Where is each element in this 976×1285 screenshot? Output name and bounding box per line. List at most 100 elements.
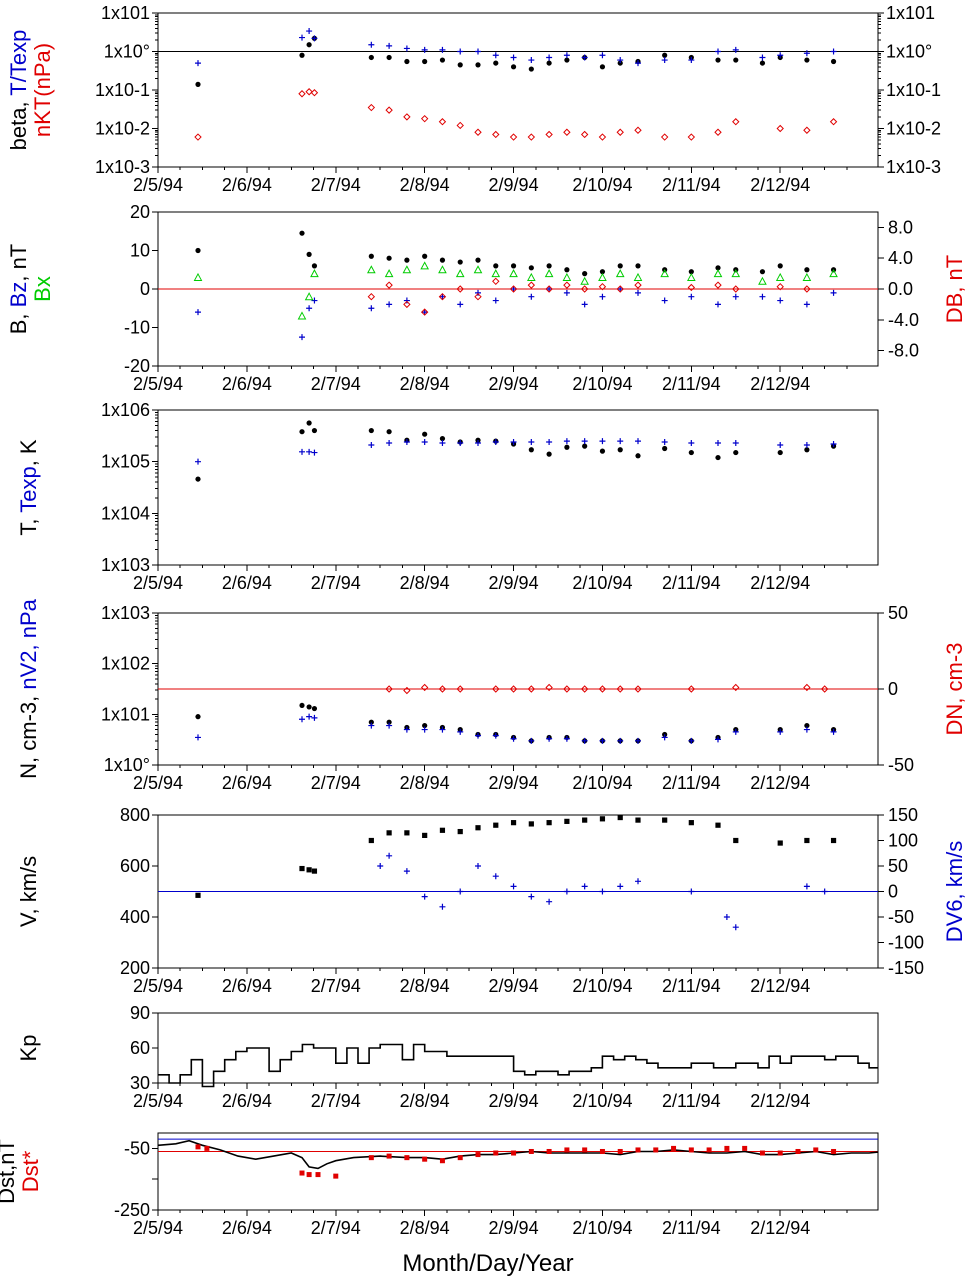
data-point-Dst* bbox=[475, 1152, 481, 1158]
data-point-B bbox=[475, 257, 481, 263]
data-point-T/Texp bbox=[803, 50, 810, 57]
data-point-nKT bbox=[385, 106, 393, 114]
x-tick-label: 2/10/94 bbox=[572, 374, 632, 394]
y-axis-label2-Dst: Dst* bbox=[18, 1150, 43, 1192]
data-point-Bx bbox=[598, 272, 607, 281]
data-point-Bx bbox=[580, 276, 590, 285]
data-point-Bz bbox=[528, 293, 535, 300]
data-point-Bx bbox=[509, 269, 518, 278]
data-point-nKT bbox=[580, 130, 589, 139]
data-point-nV2 bbox=[475, 732, 481, 739]
data-point-beta bbox=[493, 60, 499, 66]
y-tick-label: 30 bbox=[130, 1073, 150, 1093]
data-point-V bbox=[311, 868, 318, 874]
data-point-N bbox=[311, 705, 318, 712]
x-tick-label: 2/12/94 bbox=[750, 573, 810, 593]
data-point-Texp bbox=[661, 439, 668, 446]
data-point-beta bbox=[617, 60, 623, 66]
data-point-V bbox=[457, 828, 463, 835]
data-point-Bz bbox=[195, 309, 201, 316]
data-point-DB bbox=[367, 292, 376, 301]
y-axis-label-right-B: DB, nT bbox=[942, 255, 967, 323]
data-point-Texp bbox=[510, 439, 517, 446]
data-point-Bx bbox=[713, 269, 723, 278]
data-point-N bbox=[422, 722, 428, 729]
data-point-DV6 bbox=[492, 873, 499, 880]
y-tick-label: 1x10-3 bbox=[95, 157, 150, 177]
data-point-B bbox=[688, 269, 694, 275]
data-point-N bbox=[299, 702, 305, 709]
data-point-T/Texp bbox=[492, 52, 499, 59]
data-point-T/Texp bbox=[581, 54, 588, 61]
x-tick-label: 2/9/94 bbox=[489, 573, 539, 593]
data-point-T/Texp bbox=[439, 46, 446, 53]
data-point-Bz bbox=[306, 305, 313, 312]
data-point-Bz bbox=[311, 297, 318, 304]
data-point-DB bbox=[580, 285, 589, 293]
data-point-V bbox=[510, 820, 517, 826]
data-point-T/Texp bbox=[635, 60, 641, 67]
x-tick-label: 2/10/94 bbox=[572, 773, 632, 793]
data-point-Bx bbox=[491, 269, 501, 278]
data-point-DV6 bbox=[386, 852, 393, 859]
data-point-Texp bbox=[617, 438, 624, 445]
data-point-DB bbox=[545, 285, 553, 293]
y-tick-label-right: -150 bbox=[888, 958, 924, 978]
data-point-Texp bbox=[421, 439, 428, 446]
data-point-Texp bbox=[803, 442, 810, 449]
data-point-T bbox=[688, 449, 694, 456]
data-point-T bbox=[617, 447, 623, 453]
data-point-nV2 bbox=[581, 737, 588, 744]
data-point-DV6 bbox=[421, 893, 428, 900]
data-point-T/Texp bbox=[386, 42, 393, 49]
x-tick-label: 2/8/94 bbox=[400, 773, 450, 793]
y-axis-label-part: nV2, nPa bbox=[16, 598, 41, 689]
data-point-V bbox=[368, 837, 374, 844]
data-point-DN bbox=[403, 686, 411, 695]
data-point-DN bbox=[563, 685, 571, 693]
data-point-B bbox=[528, 265, 534, 271]
y-tick-label-right: 1x10-3 bbox=[886, 157, 941, 177]
x-tick-label: 2/6/94 bbox=[222, 1218, 272, 1238]
data-point-V bbox=[386, 830, 392, 836]
data-point-Texp bbox=[299, 448, 305, 455]
data-point-Bx bbox=[304, 292, 314, 301]
data-point-Bx bbox=[544, 269, 554, 278]
data-point-B bbox=[759, 269, 766, 275]
x-tick-label: 2/9/94 bbox=[489, 1218, 539, 1238]
data-point-B bbox=[368, 253, 374, 259]
data-point-Bz bbox=[368, 305, 375, 312]
data-point-T/Texp bbox=[546, 54, 553, 61]
data-point-Dst* bbox=[831, 1148, 837, 1154]
data-point-T/Texp bbox=[688, 57, 695, 64]
data-point-DV6 bbox=[581, 883, 588, 890]
data-point-V bbox=[733, 837, 739, 844]
data-point-T/Texp bbox=[732, 46, 739, 53]
data-point-nV2 bbox=[803, 726, 810, 733]
y-tick-label-right: -50 bbox=[888, 907, 914, 927]
data-point-N bbox=[195, 714, 201, 720]
y-tick-label: -250 bbox=[114, 1200, 150, 1220]
data-point-V bbox=[564, 818, 570, 824]
x-tick-label: 2/9/94 bbox=[489, 1091, 539, 1111]
y-axis-label-right-V: DV6, km/s bbox=[942, 841, 967, 942]
data-point-B bbox=[439, 257, 446, 263]
data-point-T/Texp bbox=[311, 35, 318, 42]
x-tick-label: 2/7/94 bbox=[311, 175, 361, 195]
y-tick-label: 1x103 bbox=[101, 555, 150, 575]
data-point-DN bbox=[803, 683, 811, 692]
data-point-nV2 bbox=[732, 728, 739, 735]
data-point-nKT bbox=[803, 126, 811, 134]
data-point-B bbox=[546, 263, 552, 269]
data-point-Dst* bbox=[404, 1155, 410, 1161]
x-tick-label: 2/11/94 bbox=[662, 374, 721, 394]
y-tick-label-right: 8.0 bbox=[888, 217, 913, 237]
data-point-V bbox=[662, 817, 668, 823]
y-axis-label-part: N, cm-3, bbox=[16, 690, 41, 779]
y-axis-label-part: T/Texp bbox=[6, 30, 31, 96]
data-point-DB bbox=[563, 281, 571, 289]
data-point-T bbox=[733, 449, 739, 456]
data-point-DV6 bbox=[563, 888, 570, 895]
data-point-nV2 bbox=[715, 736, 721, 743]
